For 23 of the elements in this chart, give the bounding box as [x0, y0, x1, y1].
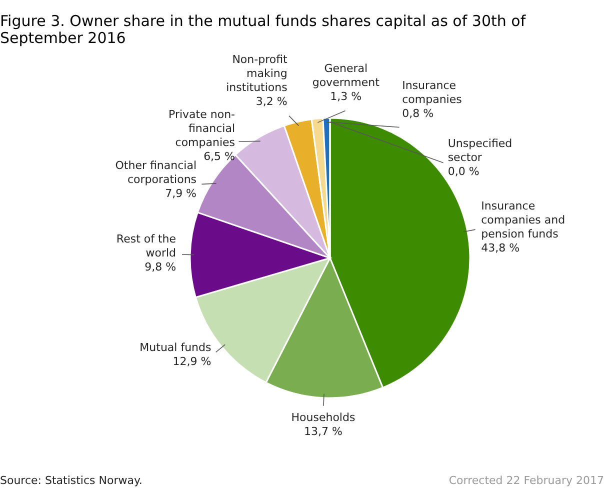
slice-label: Insurance companies and pension funds: [481, 199, 566, 240]
slice-label: Other financial corporations: [115, 159, 197, 186]
data-label: 13,7 %: [304, 424, 342, 438]
data-label: 9,8 %: [144, 260, 176, 274]
data-label: 7,9 %: [165, 187, 197, 200]
data-label: 0,8 %: [402, 106, 434, 120]
data-label: 3,2 %: [256, 95, 288, 108]
source-note: Source: Statistics Norway.: [0, 474, 142, 487]
slice-label: Private non-financial companies: [168, 108, 236, 149]
data-label: 12,9 %: [172, 355, 212, 368]
data-label: 43,8 %: [481, 241, 520, 254]
slice-label: Non-profit making institutions: [226, 53, 288, 94]
slice-label: Households: [291, 410, 356, 424]
slice-label: General government: [312, 62, 380, 89]
chart-title: Figure 3. Owner share in the mutual funds shares capital as of 30th of September 2016: [0, 12, 526, 47]
slice-label: Insurance companies: [402, 78, 462, 106]
data-label: 6,5 %: [204, 150, 236, 163]
slice-label: Mutual funds: [140, 341, 212, 354]
text: Corrected 22 February 2017: [448, 474, 604, 487]
data-label: 1,3 %: [330, 90, 362, 103]
slice-label: Rest of the world: [116, 232, 176, 260]
category-label: Unspecified sector: [448, 136, 512, 164]
text: 0,0 %: [448, 164, 480, 178]
